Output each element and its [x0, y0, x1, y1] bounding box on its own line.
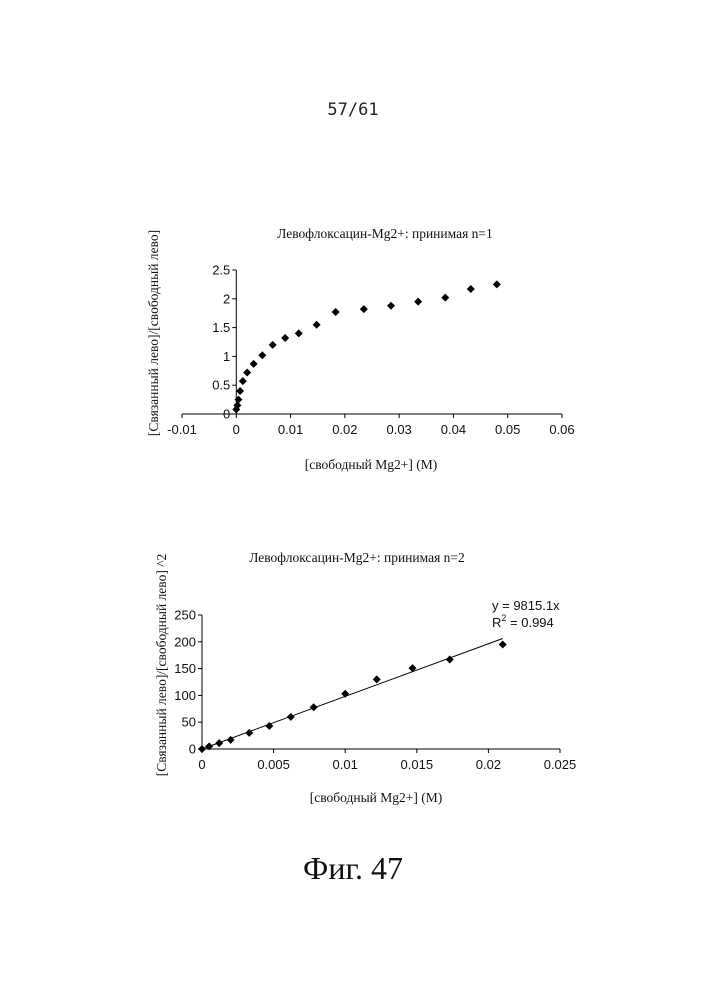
- data-point: [238, 377, 247, 386]
- y-axis-label: [Связанный лево]/[свободный лево]: [146, 230, 161, 436]
- data-point: [341, 689, 350, 698]
- data-point: [258, 351, 267, 360]
- data-point: [243, 368, 252, 377]
- ticks: 0 0.005 0.01 0.015 0.02 0.025 0 50 100 150 200 250: [174, 608, 576, 773]
- data-point: [331, 308, 340, 317]
- trendline-equation-text: y = 9815.1x: [492, 598, 560, 613]
- x-tick-label: 0.005: [257, 757, 290, 772]
- data-point: [492, 280, 501, 289]
- chart-title: Левофлоксацин-Mg2+: принимая n=2: [249, 550, 465, 565]
- chart-title: Левофлоксацин-Mg2+: принимая n=1: [277, 226, 493, 241]
- r-squared-text: R2 = 0.994: [492, 613, 554, 630]
- x-tick-label: -0.01: [167, 422, 197, 437]
- x-tick-label: 0.01: [278, 422, 303, 437]
- data-point: [226, 735, 235, 744]
- data-point: [441, 293, 450, 302]
- chart-n1: Левофлоксацин-Mg2+: принимая n=1 [Связан…: [146, 226, 575, 472]
- y-tick-label: 150: [174, 661, 196, 676]
- axes: [182, 270, 562, 415]
- y-tick-label: 1.5: [212, 320, 230, 335]
- x-tick-label: 0: [198, 757, 205, 772]
- x-tick-label: 0.05: [495, 422, 520, 437]
- data-point: [498, 640, 507, 649]
- axes: [201, 615, 560, 750]
- x-tick-label: 0.04: [441, 422, 466, 437]
- x-tick-label: 0.01: [333, 757, 358, 772]
- y-tick-label: 100: [174, 688, 196, 703]
- x-tick-label: 0.03: [386, 422, 411, 437]
- data-point: [466, 285, 475, 294]
- y-tick-label: 1: [223, 349, 230, 364]
- data-point: [312, 320, 321, 329]
- r-squared-sup: 2: [501, 613, 506, 623]
- data-point: [245, 728, 254, 737]
- trendline: [201, 638, 503, 750]
- data-point: [445, 655, 454, 664]
- data-point: [387, 301, 395, 310]
- data-point: [249, 359, 258, 368]
- chart-n2: Левофлоксацин-Mg2+: принимая n=2 [Связан…: [154, 550, 576, 805]
- x-axis-label: [свободный Mg2+] (М): [305, 457, 438, 472]
- data-point: [236, 386, 245, 395]
- data-point: [359, 305, 368, 314]
- x-tick-label: 0.015: [401, 757, 434, 772]
- y-tick-label: 250: [174, 608, 196, 623]
- data-point: [215, 739, 224, 748]
- data-point: [414, 297, 423, 306]
- r-squared-label: R: [492, 615, 501, 630]
- trendline-equation: y = 9815.1x R2 = 0.994: [492, 598, 560, 630]
- data-point: [408, 664, 417, 673]
- y-axis-label-text: [Связанный лево]/[свободный лево] ^2: [154, 554, 169, 777]
- x-tick-label: 0: [233, 422, 240, 437]
- y-axis-label-text: [Связанный лево]/[свободный лево]: [146, 230, 161, 436]
- data-points: [232, 280, 501, 414]
- data-point: [309, 703, 318, 712]
- x-axis-label: [свободный Mg2+] (М): [310, 790, 443, 805]
- data-point: [265, 721, 274, 730]
- y-tick-label: 0: [223, 407, 230, 422]
- data-point: [294, 329, 303, 338]
- x-tick-label: 0.02: [332, 422, 357, 437]
- trendline-line: [201, 638, 503, 750]
- data-points: [198, 640, 507, 753]
- y-tick-label: 2: [223, 291, 230, 306]
- data-point: [281, 333, 290, 342]
- data-point: [268, 340, 277, 349]
- y-tick-label: 0.5: [212, 378, 230, 393]
- figure-caption: Фиг. 47: [303, 850, 403, 886]
- y-tick-label: 50: [182, 715, 196, 730]
- ticks: -0.01 0 0.01 0.02 0.03 0.04 0.05 0.06 0 0.5 1 1.5 2 2…: [167, 263, 574, 438]
- x-tick-label: 0.025: [544, 757, 577, 772]
- data-point: [205, 742, 214, 751]
- r-squared-value: = 0.994: [506, 615, 553, 630]
- data-point: [372, 675, 381, 684]
- x-tick-label: 0.02: [476, 757, 501, 772]
- data-point: [286, 712, 295, 721]
- data-point: [198, 745, 206, 753]
- data-point: [234, 395, 243, 404]
- y-axis-label: [Связанный лево]/[свободный лево] ^2: [154, 554, 169, 777]
- data-point: [233, 401, 242, 410]
- y-tick-label: 2.5: [212, 263, 230, 278]
- y-tick-label: 200: [174, 634, 196, 649]
- x-tick-label: 0.06: [549, 422, 574, 437]
- page-number: 57/61: [327, 100, 379, 120]
- y-tick-label: 0: [189, 742, 196, 757]
